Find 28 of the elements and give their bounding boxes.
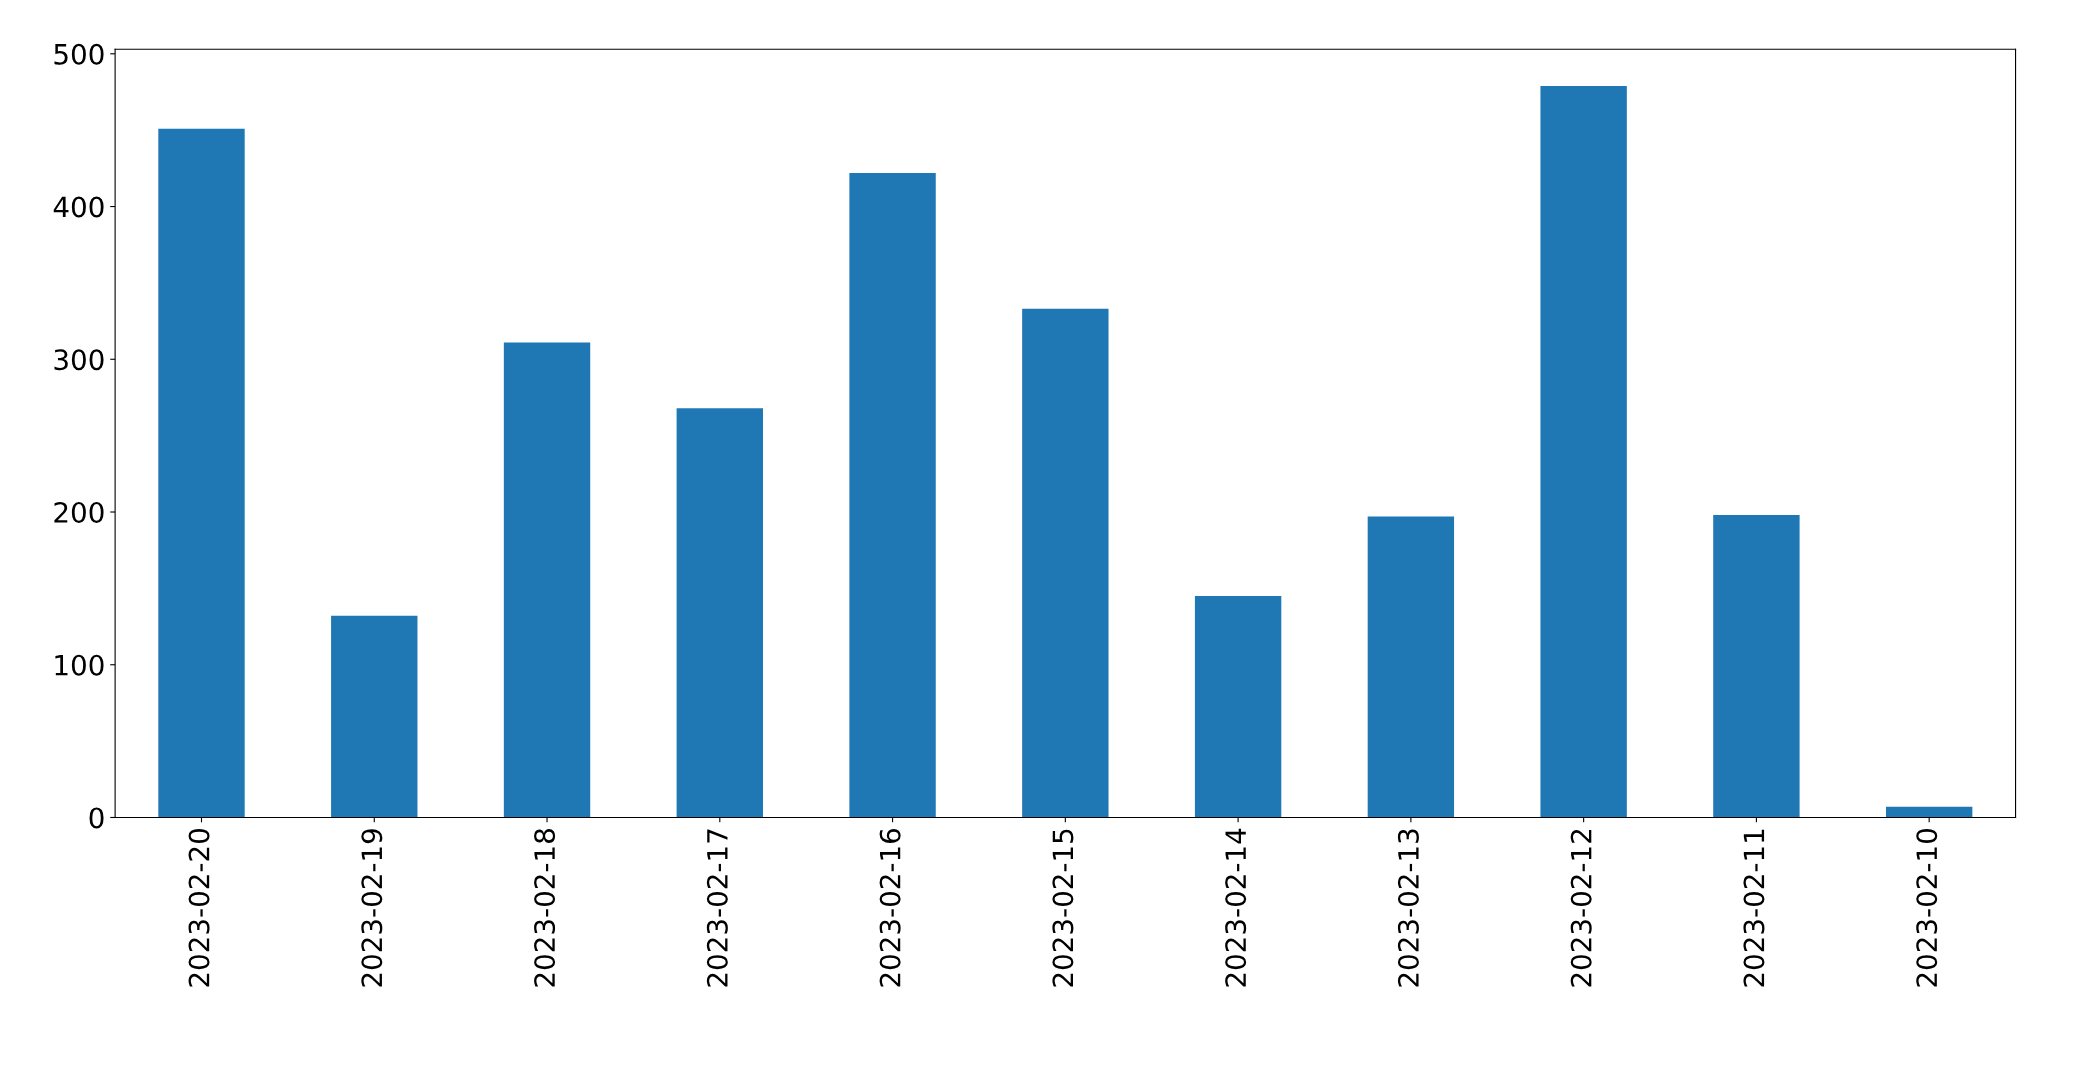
bar — [1194, 596, 1282, 818]
x-tick-label: 2023-02-11 — [1743, 829, 1765, 987]
x-tick-label: 2023-02-20 — [188, 829, 210, 987]
bar — [1367, 516, 1455, 818]
x-tick-label: 2023-02-16 — [879, 828, 901, 987]
y-tick-label: 0 — [89, 807, 104, 829]
bar — [1713, 515, 1800, 818]
bar — [1885, 806, 1973, 818]
x-tick-label: 2023-02-17 — [706, 829, 728, 987]
x-tick-label: 2023-02-12 — [1570, 829, 1592, 987]
bar — [331, 615, 418, 818]
x-tick-label: 2023-02-15 — [1052, 829, 1074, 987]
x-tick-label: 2023-02-18 — [534, 829, 556, 987]
y-tick-label: 500 — [54, 43, 104, 65]
y-tick-label: 100 — [55, 654, 104, 676]
bar — [1022, 308, 1109, 818]
bar — [849, 172, 936, 818]
bar — [503, 342, 591, 818]
x-tick-label: 2023-02-13 — [1397, 829, 1419, 987]
y-tick-label: 300 — [54, 349, 104, 371]
bar — [1540, 85, 1627, 818]
bar — [158, 128, 245, 818]
bar — [676, 408, 763, 818]
x-tick-label: 2023-02-10 — [1916, 829, 1938, 987]
y-tick-label: 400 — [53, 196, 104, 218]
x-tick-label: 2023-02-14 — [1225, 828, 1247, 987]
y-tick-label: 200 — [54, 501, 104, 523]
x-tick-label: 2023-02-19 — [361, 829, 383, 987]
